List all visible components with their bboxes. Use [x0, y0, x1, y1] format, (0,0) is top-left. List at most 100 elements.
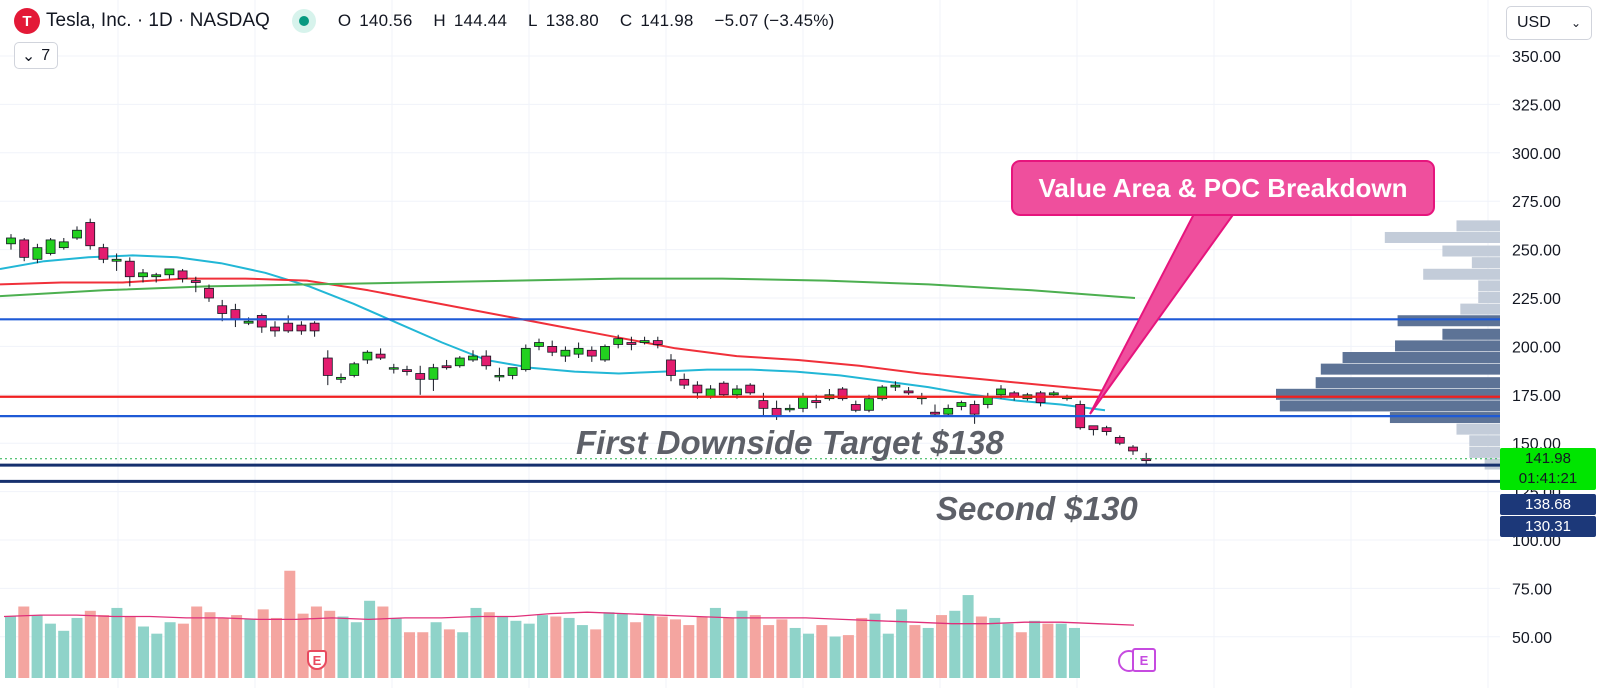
symbol-title[interactable]: Tesla, Inc. · 1D · NASDAQ: [46, 10, 270, 31]
candle-body: [85, 222, 96, 247]
candle-body: [296, 324, 307, 332]
volume-bar: [18, 606, 30, 678]
candle-body: [520, 347, 531, 371]
candle-body: [705, 388, 716, 398]
candle-body: [151, 274, 162, 278]
price-tick-label: 175.00: [1512, 388, 1561, 405]
price-tick-label: 75.00: [1512, 581, 1552, 598]
close-value: 141.98: [640, 11, 694, 30]
first-target-label[interactable]: First Downside Target $138: [576, 424, 1004, 461]
candle-body: [481, 355, 492, 367]
symbol-header[interactable]: T Tesla, Inc. · 1D · NASDAQ O 140.56 H 144…: [14, 8, 842, 34]
volume-bar: [231, 615, 243, 678]
volume-profile-bar: [1460, 303, 1500, 315]
candle-body: [230, 309, 241, 320]
candle-body: [349, 363, 360, 376]
volume-bar: [377, 606, 389, 678]
volume-bar: [643, 615, 655, 678]
volume-bar: [616, 613, 628, 678]
horizontal-levels: [0, 318, 1500, 483]
candle-body: [494, 375, 505, 378]
volume-bar: [1015, 632, 1027, 678]
close-label: C: [619, 11, 633, 30]
volume-bar: [949, 610, 961, 678]
volume-pane: [3, 570, 1135, 678]
volume-profile-bar: [1315, 377, 1500, 389]
price-axis[interactable]: 350.00 325.00 300.00 275.00 250.00 225.00 200.…: [1512, 49, 1561, 647]
volume-bar: [71, 617, 83, 678]
candle-body: [32, 247, 43, 260]
earnings-marker-icon[interactable]: E: [307, 650, 327, 670]
second-target-label[interactable]: Second $130: [936, 490, 1138, 527]
market-open-icon[interactable]: [291, 9, 316, 33]
volume-bar: [177, 623, 189, 678]
candle-body: [864, 398, 874, 411]
candle-body: [177, 270, 188, 280]
volume-bar: [271, 617, 282, 678]
volume-bar: [417, 632, 429, 678]
volume-bar: [470, 607, 482, 678]
price-tick-label: 50.00: [1512, 630, 1552, 647]
candle-body: [969, 404, 980, 415]
candle-body: [243, 320, 254, 324]
indicators-toggle-button[interactable]: ⌄ 7: [14, 42, 58, 69]
candle-body: [388, 367, 399, 370]
price-tick-label: 250.00: [1512, 243, 1561, 260]
volume-bar: [124, 616, 136, 678]
volume-bar: [736, 610, 748, 678]
candle-body: [811, 400, 822, 403]
candle-body: [336, 376, 346, 380]
candle-body: [930, 411, 940, 415]
last-price: 141.98: [1525, 450, 1571, 467]
candle-body: [98, 247, 109, 260]
value-area-callout[interactable]: Value Area & POC Breakdown: [1011, 160, 1435, 216]
candle-body: [124, 260, 135, 278]
candle-body: [982, 396, 993, 405]
volume-profile-bar: [1469, 446, 1500, 458]
change-value: −5.07 (−3.45%): [714, 11, 835, 30]
earnings-marker-icon[interactable]: E: [1132, 648, 1156, 672]
candle-body: [784, 407, 795, 411]
volume-bar: [563, 617, 575, 678]
volume-bar: [324, 610, 336, 678]
candle-body: [19, 239, 30, 258]
volume-bar: [310, 606, 322, 678]
candle-body: [903, 390, 914, 394]
volume-bar: [257, 609, 269, 678]
candle-body: [639, 340, 650, 343]
candle-body: [138, 272, 148, 278]
candle-body: [428, 367, 439, 380]
volume-bar: [244, 619, 256, 678]
candle-body: [996, 388, 1006, 396]
chevron-down-icon: ⌄: [21, 47, 36, 65]
volume-profile-bar: [1279, 400, 1500, 412]
candle-body: [666, 359, 676, 376]
candle-body: [586, 349, 597, 357]
volume-bar: [510, 620, 522, 678]
volume-bar: [1002, 623, 1014, 678]
candlesticks: [0, 218, 1500, 465]
volume-bar: [816, 625, 828, 678]
volume-bar: [829, 636, 841, 678]
volume-bar: [44, 623, 56, 678]
volume-bar: [576, 625, 588, 678]
candle-body: [877, 386, 888, 400]
volume-bar: [776, 619, 788, 678]
price-tick-label: 325.00: [1512, 97, 1561, 114]
volume-bar: [630, 622, 642, 678]
volume-profile-bar: [1384, 231, 1500, 243]
low-label: L: [528, 11, 538, 30]
volume-bar: [483, 612, 495, 678]
volume-bar: [5, 616, 16, 678]
volume-profile-bar: [1442, 245, 1500, 257]
bar-countdown: 01:41:21: [1518, 470, 1578, 487]
volume-bar: [763, 625, 775, 678]
chart-grid: [0, 0, 1500, 688]
currency-select[interactable]: USD ⌄: [1506, 6, 1592, 40]
volume-bar: [749, 615, 761, 678]
currency-value: USD: [1517, 14, 1551, 31]
volume-bar: [217, 617, 229, 678]
candle-body: [256, 315, 267, 328]
high-label: H: [433, 11, 446, 30]
